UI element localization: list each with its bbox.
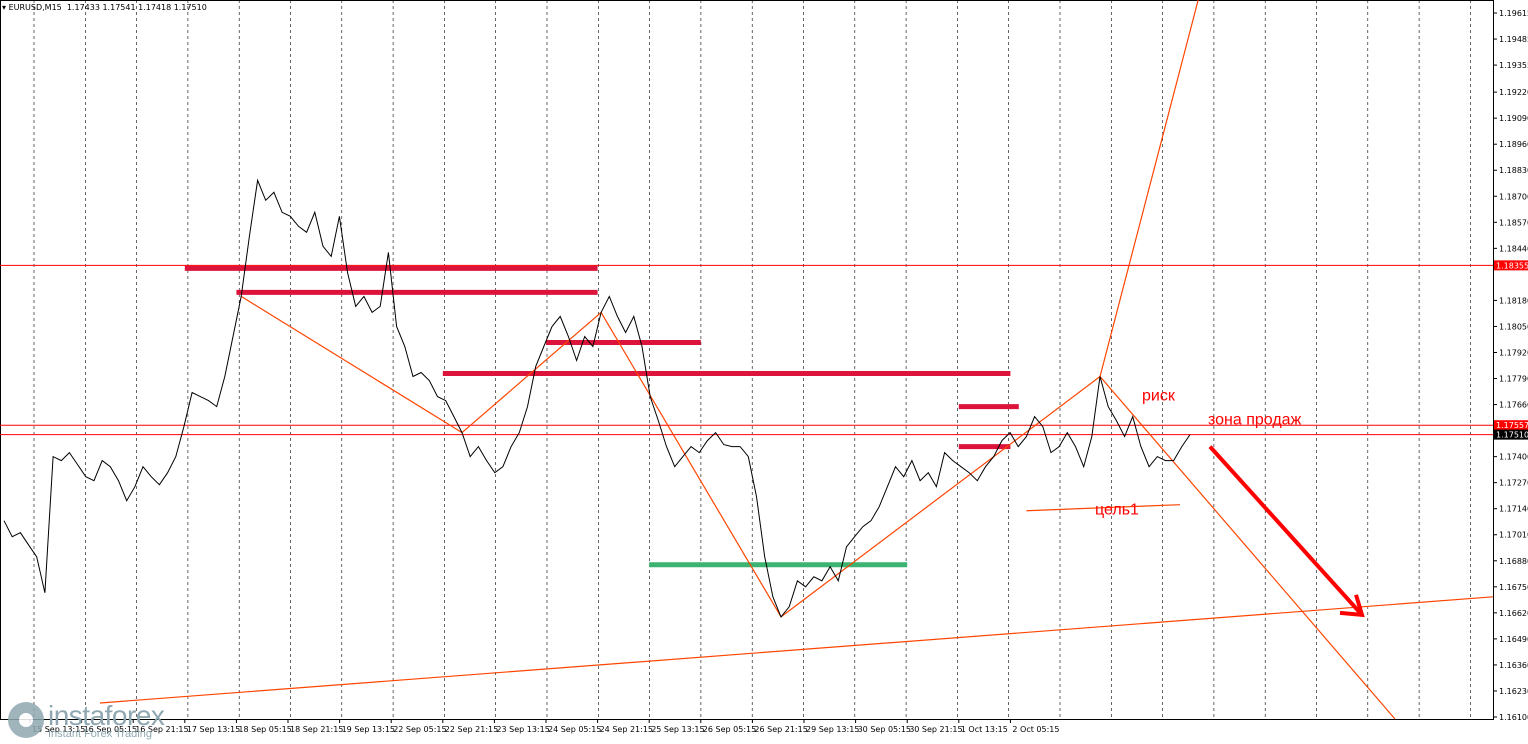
- y-tick-label: 1.16750: [1499, 583, 1528, 592]
- x-tick-label: 15 Sep 13:15: [32, 725, 85, 734]
- y-tick-label: 1.19090: [1499, 114, 1528, 123]
- y-tick-label: 1.16490: [1499, 635, 1528, 644]
- support-trendline: [99, 596, 1494, 704]
- x-tick-label: 22 Sep 05:15: [393, 725, 446, 734]
- sell-arrow-head: [1339, 594, 1365, 618]
- logo-tagline: Instant Forex Trading: [48, 728, 152, 740]
- y-tick-label: 1.19615: [1499, 9, 1528, 18]
- x-tick-label: 16 Sep 21:15: [135, 725, 188, 734]
- y-tick-label: 1.19220: [1499, 88, 1528, 97]
- price-level-tag-text: 1.17510: [1496, 431, 1528, 440]
- x-tick-label: 29 Sep 13:15: [806, 725, 859, 734]
- x-tick-label: 16 Sep 05:15: [84, 725, 137, 734]
- trendline-segment: [1099, 0, 1199, 377]
- x-tick-label: 18 Sep 21:15: [290, 725, 343, 734]
- sell-arrow-shaft: [1208, 445, 1364, 617]
- y-tick-label: 1.16100: [1499, 713, 1528, 722]
- y-tick-label: 1.16230: [1499, 687, 1528, 696]
- y-tick-label: 1.17140: [1499, 505, 1528, 514]
- y-tick-label: 1.16360: [1499, 661, 1528, 670]
- sell-arrow: [1208, 445, 1365, 618]
- price-level-tag-text: 1.17557: [1496, 421, 1528, 430]
- chart-annotation: цель1: [1095, 502, 1139, 519]
- x-tick-label: 1 Oct 13:15: [961, 725, 1008, 734]
- price-level-tag: [1494, 420, 1528, 431]
- x-tick-label: 17 Sep 13:15: [187, 725, 240, 734]
- y-tick-label: 1.17270: [1499, 479, 1528, 488]
- logo-name: instaforex: [48, 700, 165, 731]
- y-tick-label: 1.17790: [1499, 375, 1528, 384]
- trendline-segment: [240, 295, 463, 434]
- y-tick-label: 1.19355: [1499, 61, 1528, 70]
- price-level-tag: [1494, 260, 1528, 271]
- x-tick-label: 19 Sep 13:15: [342, 725, 395, 734]
- chart-annotation: риск: [1142, 388, 1176, 405]
- ohlc-label: 1.17433 1.17541 1.17418 1.17510: [66, 3, 207, 12]
- y-tick-label: 1.19485: [1499, 35, 1528, 44]
- price-level-tag-text: 1.18355: [1496, 261, 1528, 270]
- y-tick-label: 1.18700: [1499, 192, 1528, 201]
- horizontal-levels: [0, 264, 1493, 436]
- x-tick-label: 26 Sep 21:15: [754, 725, 807, 734]
- x-tick-label: 23 Sep 13:15: [496, 725, 549, 734]
- y-tick-label: 1.18050: [1499, 322, 1528, 331]
- logo-icon: [8, 702, 44, 738]
- y-tick-label: 1.18180: [1499, 296, 1528, 305]
- projection-trendline: [1099, 376, 1396, 720]
- y-tick-label: 1.18440: [1499, 244, 1528, 253]
- y-tick-label: 1.16880: [1499, 557, 1528, 566]
- x-tick-label: 18 Sep 05:15: [238, 725, 291, 734]
- neckline-trendline: [1026, 504, 1181, 512]
- x-tick-label: 24 Sep 21:15: [600, 725, 653, 734]
- y-tick-label: 1.17660: [1499, 401, 1528, 410]
- x-tick-label: 24 Sep 05:15: [548, 725, 601, 734]
- chart-header: ▾ EURUSD,M15 1.17433 1.17541 1.17418 1.1…: [2, 3, 207, 12]
- trendline-segment: [461, 311, 602, 434]
- price-series-line: [3, 178, 1191, 618]
- zones: [184, 265, 1019, 568]
- y-tick-label: 1.18960: [1499, 140, 1528, 149]
- x-tick-label: 22 Sep 21:15: [445, 725, 498, 734]
- price-level-tag: [1494, 429, 1528, 440]
- y-tick-label: 1.18830: [1499, 166, 1528, 175]
- x-tick-label: 30 Sep 21:15: [909, 725, 962, 734]
- y-tick-label: 1.16620: [1499, 609, 1528, 618]
- instaforex-logo: instaforex Instant Forex Trading: [8, 700, 228, 742]
- y-tick-label: 1.17920: [1499, 348, 1528, 357]
- x-tick-label: 30 Sep 05:15: [858, 725, 911, 734]
- x-tick-label: 2 Oct 05:15: [1012, 725, 1059, 734]
- y-axis-ticks: 1.19615 1.19485 1.19355 1.19220 1.19090 1.189…: [1493, 9, 1528, 722]
- trendline-segment: [780, 376, 1101, 618]
- y-tick-label: 1.18570: [1499, 218, 1528, 227]
- annotations: риск зона продаж цель1: [1095, 388, 1302, 519]
- trendline-segment: [600, 312, 782, 618]
- x-tick-label: 25 Sep 13:15: [651, 725, 704, 734]
- y-tick-label: 1.17010: [1499, 531, 1528, 540]
- x-tick-label: 26 Sep 05:15: [703, 725, 756, 734]
- plot-frame: [0, 0, 1494, 720]
- symbol-label: EURUSD,M15: [8, 3, 62, 12]
- y-tick-label: 1.17400: [1499, 453, 1528, 462]
- trendlines: [99, 0, 1494, 720]
- chart-annotation: зона продаж: [1208, 412, 1302, 429]
